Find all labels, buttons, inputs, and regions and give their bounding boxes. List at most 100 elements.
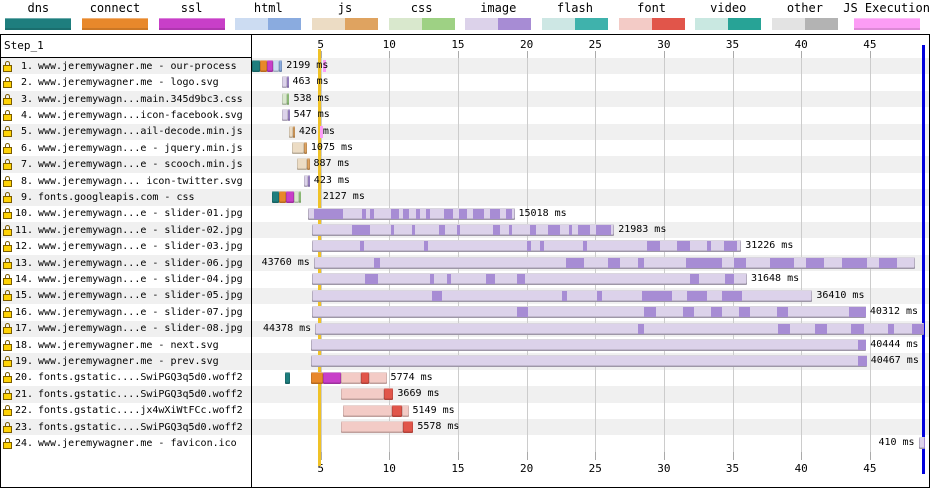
request-row-label[interactable]: 15. www.jeremywagn...e - slider-05.jpg (1, 287, 251, 305)
request-row-label[interactable]: 5. www.jeremywagn...ail-decode.min.js (1, 123, 251, 141)
request-time-label: 2127 ms (322, 191, 365, 203)
gridline (801, 58, 803, 452)
legend-item-label: ssl (180, 1, 203, 15)
legend-swatch (465, 18, 532, 30)
request-name: fonts.gstatic....SwiPGQ3q5d0.woff2 (38, 421, 243, 433)
request-row-label[interactable]: 6. www.jeremywagn...e - jquery.min.js (1, 140, 251, 156)
request-row-label[interactable]: 20. fonts.gstatic....SwiPGQ3q5d0.woff2 (1, 370, 251, 386)
request-row-label[interactable]: 13. www.jeremywagn...e - slider-06.jpg (1, 254, 251, 272)
segment-connect (259, 60, 267, 72)
waterfall-row[interactable]: 423 ms (252, 173, 929, 189)
waterfall-row[interactable]: 887 ms (252, 156, 929, 173)
lock-icon (3, 241, 12, 253)
segment-image-chunk (725, 274, 734, 285)
axis-tick-top (801, 51, 803, 58)
request-row-label[interactable]: 1. www.jeremywagner.me - our-process (1, 58, 251, 75)
request-number: 18. (14, 339, 33, 351)
request-row-label[interactable]: 17. www.jeremywagn...e - slider-08.jpg (1, 320, 251, 337)
legend-item-label: image (480, 1, 517, 15)
waterfall-row[interactable]: 426 ms (252, 123, 929, 141)
request-number: 9. (20, 191, 33, 203)
request-time-label: 43760 ms (261, 256, 310, 268)
segment-image-chunk (486, 274, 495, 285)
axis-tick-label-bottom: 15 (451, 462, 465, 475)
request-row-label[interactable]: 16. www.jeremywagn...e - slider-07.jpg (1, 304, 251, 320)
waterfall-row[interactable]: 44378 ms (252, 320, 929, 337)
request-row-label[interactable]: 8. www.jeremywagn... icon-twitter.svg (1, 173, 251, 189)
legend-swatch-dark (804, 18, 838, 30)
waterfall-row[interactable]: 31226 ms (252, 238, 929, 254)
waterfall-row[interactable]: 40467 ms (252, 353, 929, 370)
axis-tick-top (869, 51, 871, 58)
request-time-label: 538 ms (293, 92, 330, 104)
waterfall-row[interactable]: 15018 ms (252, 206, 929, 222)
legend-swatch-light (465, 18, 499, 30)
waterfall-row[interactable]: 36410 ms (252, 287, 929, 305)
request-row-label[interactable]: 10. www.jeremywagn...e - slider-01.jpg (1, 206, 251, 222)
segment-image_l (303, 174, 309, 187)
waterfall-row[interactable]: 5578 ms (252, 418, 929, 436)
waterfall-row[interactable]: 410 ms (252, 435, 929, 451)
request-time-label: 15018 ms (518, 207, 567, 219)
request-row-label[interactable]: 22. fonts.gstatic....jx4wXiWtFCc.woff2 (1, 403, 251, 419)
request-row-label[interactable]: 24. www.jeremywagner.me - favicon.ico (1, 435, 251, 451)
waterfall-row[interactable]: 463 ms (252, 74, 929, 90)
segment-image-chunk (425, 208, 430, 219)
request-number: 4. (20, 109, 33, 121)
waterfall-row[interactable]: 5149 ms (252, 403, 929, 419)
segment-image-chunk (596, 225, 612, 236)
request-number: 16. (14, 306, 33, 318)
waterfall-row[interactable]: 538 ms (252, 90, 929, 108)
waterfall-row[interactable]: 547 ms (252, 107, 929, 123)
segment-image (312, 289, 813, 302)
request-time-label: 5578 ms (417, 420, 460, 432)
waterfall-row[interactable]: 43760 ms (252, 254, 929, 272)
axis-tick-bottom (732, 452, 734, 460)
request-row-label[interactable]: 2. www.jeremywagner.me - logo.svg (1, 74, 251, 90)
legend-item-label: js (337, 1, 353, 15)
waterfall-row[interactable]: 3669 ms (252, 386, 929, 403)
request-time-label: 3669 ms (397, 388, 440, 400)
legend-item-flash: flash (537, 0, 614, 34)
waterfall-rows: 2199 ms 463 ms 538 ms 547 ms 426 ms 1075 ms 88… (252, 58, 929, 452)
request-row-label[interactable]: 9. fonts.googleapis.com - css (1, 189, 251, 206)
request-time-label: 2199 ms (286, 60, 329, 71)
legend-swatch-dark (421, 18, 455, 30)
waterfall-row[interactable]: 31648 ms (252, 271, 929, 287)
axis-tick-label-top: 20 (519, 38, 534, 51)
request-row-label[interactable]: 14. www.jeremywagn...e - slider-04.jpg (1, 271, 251, 287)
waterfall-row[interactable]: 40312 ms (252, 304, 929, 320)
request-row-label[interactable]: 3. www.jeremywagn...main.345d9bc3.css (1, 90, 251, 108)
waterfall-row[interactable]: 2127 ms (252, 189, 929, 206)
segment-image_d (287, 109, 290, 122)
request-row-label[interactable]: 4. www.jeremywagn...icon-facebook.svg (1, 107, 251, 123)
legend: dns connect ssl html js css image flash font vide… (0, 0, 930, 34)
request-row-label[interactable]: 23. fonts.gstatic....SwiPGQ3q5d0.woff2 (1, 418, 251, 436)
request-time-label: 887 ms (313, 158, 350, 170)
request-row-label[interactable]: 19. www.jeremywagner.me - prev.svg (1, 353, 251, 370)
segment-font_l (342, 404, 393, 417)
legend-swatch (388, 18, 455, 30)
waterfall-row[interactable]: 1075 ms (252, 140, 929, 156)
request-row-label[interactable]: 7. www.jeremywagn...e - scooch.min.js (1, 156, 251, 173)
lock-icon (3, 159, 12, 171)
lock-icon (3, 60, 12, 72)
segment-image-chunk (447, 274, 452, 285)
request-number: 24. (14, 438, 33, 450)
request-row-label[interactable]: 11. www.jeremywagn...e - slider-02.jpg (1, 222, 251, 239)
waterfall-row[interactable]: 21983 ms (252, 222, 929, 239)
waterfall-row[interactable]: 40444 ms (252, 337, 929, 353)
legend-swatch-dark (268, 18, 302, 30)
segment-image-chunk (562, 290, 568, 301)
axis-tick-label-top: 30 (657, 38, 671, 51)
axis-tick-label-top: 15 (451, 38, 465, 51)
waterfall-row[interactable]: 5774 ms (252, 370, 929, 386)
request-row-label[interactable]: 21. fonts.gstatic....SwiPGQ3q5d0.woff2 (1, 386, 251, 403)
waterfall-row[interactable]: 2199 ms (252, 58, 929, 75)
request-row-label[interactable]: 18. www.jeremywagner.me - next.svg (1, 337, 251, 353)
legend-swatch (618, 18, 685, 30)
request-row-label[interactable]: 12. www.jeremywagn...e - slider-03.jpg (1, 238, 251, 254)
segment-image-chunk (493, 225, 500, 236)
gridline (663, 58, 665, 452)
request-name: www.jeremywagner.me - favicon.ico (38, 438, 237, 450)
